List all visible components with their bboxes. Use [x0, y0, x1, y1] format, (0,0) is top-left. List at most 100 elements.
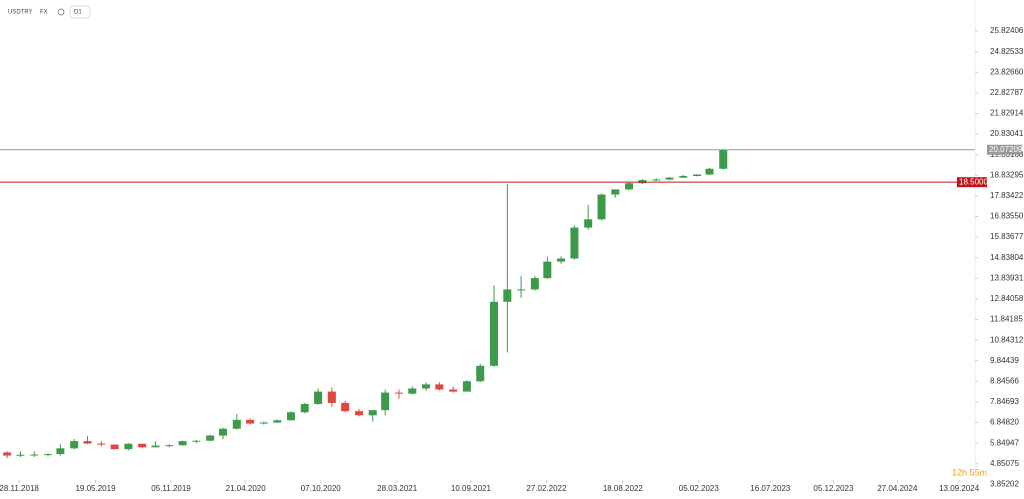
candle-body — [43, 454, 52, 456]
x-tick-label: 18.08.2022 — [603, 484, 644, 493]
candle-body — [56, 448, 65, 455]
candle-body — [219, 428, 228, 436]
candle-body — [83, 441, 92, 444]
candle-body — [327, 391, 336, 403]
candle-body — [503, 289, 512, 302]
candle-body — [192, 440, 201, 442]
candle-body — [705, 168, 714, 175]
x-tick-label: 28.03.2021 — [377, 484, 418, 493]
price-label: 20.07209 — [989, 145, 1023, 154]
y-tick-label: 11.84185 — [990, 315, 1023, 324]
y-tick-label: 20.83041 — [990, 129, 1024, 138]
timeframe-box[interactable] — [69, 5, 91, 19]
y-tick-label: 17.83422 — [990, 191, 1024, 200]
candle-body — [124, 443, 133, 450]
candle-body — [517, 289, 526, 291]
y-tick-label: 6.84820 — [990, 418, 1019, 427]
price-label: 18.50000 — [959, 177, 993, 186]
candle-body — [300, 403, 309, 413]
y-tick-label: 18.83295 — [990, 170, 1024, 179]
y-tick-label: 24.82533 — [990, 47, 1024, 56]
candle-body — [273, 420, 282, 423]
candle-body — [693, 174, 702, 176]
candle-body — [354, 411, 363, 416]
candle-body — [435, 384, 444, 390]
candle-body — [584, 219, 593, 228]
candle-body — [638, 180, 647, 184]
timeframe[interactable]: D1 — [74, 10, 82, 16]
y-tick-label: 9.84439 — [990, 356, 1019, 365]
candle-body — [719, 149, 728, 169]
x-tick-label: 19.05.2019 — [75, 484, 116, 493]
x-tick-label: 16.07.2023 — [750, 484, 791, 493]
candle-body — [597, 194, 606, 220]
candle-body — [138, 443, 147, 448]
candle-body — [178, 441, 187, 446]
price-label-box — [957, 177, 987, 188]
countdown: 12h 55m — [952, 467, 987, 477]
candle-body — [462, 381, 471, 392]
candle-body — [449, 389, 458, 392]
candle-body — [543, 261, 552, 279]
y-tick-label: 23.82660 — [990, 67, 1024, 76]
y-tick-label: 16.83550 — [990, 212, 1024, 221]
candle-body — [151, 445, 160, 448]
y-tick-label: 22.82787 — [990, 88, 1024, 97]
candle-body — [557, 258, 566, 262]
candle-body — [570, 227, 579, 259]
y-tick-label: 21.82914 — [990, 109, 1024, 118]
clock-icon[interactable] — [57, 8, 65, 16]
candle-body — [3, 452, 12, 456]
candle-body — [70, 441, 79, 449]
candle-body — [206, 435, 215, 441]
candle-body — [476, 365, 485, 382]
candle-body — [341, 402, 350, 412]
y-tick-label: 14.83804 — [990, 253, 1024, 262]
candle-body — [408, 388, 417, 394]
candle-body — [381, 392, 390, 411]
candle-body — [368, 410, 377, 416]
candle-body — [422, 384, 431, 389]
y-tick-label: 5.84947 — [990, 438, 1019, 447]
candle-body — [16, 454, 25, 456]
candle-body — [246, 419, 255, 424]
candle-body — [625, 183, 634, 190]
x-tick-label: 21.04.2020 — [226, 484, 267, 493]
x-tick-label: 05.02.2023 — [679, 484, 720, 493]
y-tick-label: 7.84693 — [990, 397, 1019, 406]
candle-body — [165, 445, 174, 447]
y-tick-label: 13.83931 — [990, 273, 1024, 282]
x-tick-label: 28.11.2018 — [0, 484, 39, 493]
y-tick-label: 25.82406 — [990, 26, 1024, 35]
market: FX — [40, 10, 48, 16]
x-tick-label: 07.10.2020 — [301, 484, 342, 493]
candle-body — [110, 444, 119, 450]
candle-body — [97, 443, 106, 445]
y-tick-label: 12.84058 — [990, 294, 1024, 303]
x-tick-label: 27.04.2024 — [877, 484, 918, 493]
candle-body — [259, 422, 268, 424]
candle-body — [611, 189, 620, 195]
y-tick-label: 8.84566 — [990, 376, 1019, 385]
candle-body — [314, 391, 323, 404]
candle-body — [286, 412, 295, 421]
y-tick-label: 4.85075 — [990, 459, 1019, 468]
y-tick-label: 3.85202 — [990, 479, 1019, 488]
x-tick-label: 10.09.2021 — [451, 484, 492, 493]
candle-body — [30, 454, 39, 456]
candle-body — [530, 278, 539, 290]
candle-body — [665, 177, 674, 180]
candle-body — [652, 179, 661, 181]
symbol: USDTRY — [8, 10, 33, 16]
candle-body — [232, 419, 241, 429]
candle-body — [490, 301, 499, 366]
x-tick-label: 05.11.2019 — [151, 484, 191, 493]
x-tick-label: 13.09.2024 — [939, 484, 980, 493]
candle-body — [679, 175, 688, 178]
x-tick-label: 05.12.2023 — [813, 484, 854, 493]
candle-body — [394, 392, 403, 394]
price-label-box — [987, 144, 1022, 155]
x-tick-label: 27.02.2022 — [526, 484, 567, 493]
y-tick-label: 15.83677 — [990, 232, 1024, 241]
